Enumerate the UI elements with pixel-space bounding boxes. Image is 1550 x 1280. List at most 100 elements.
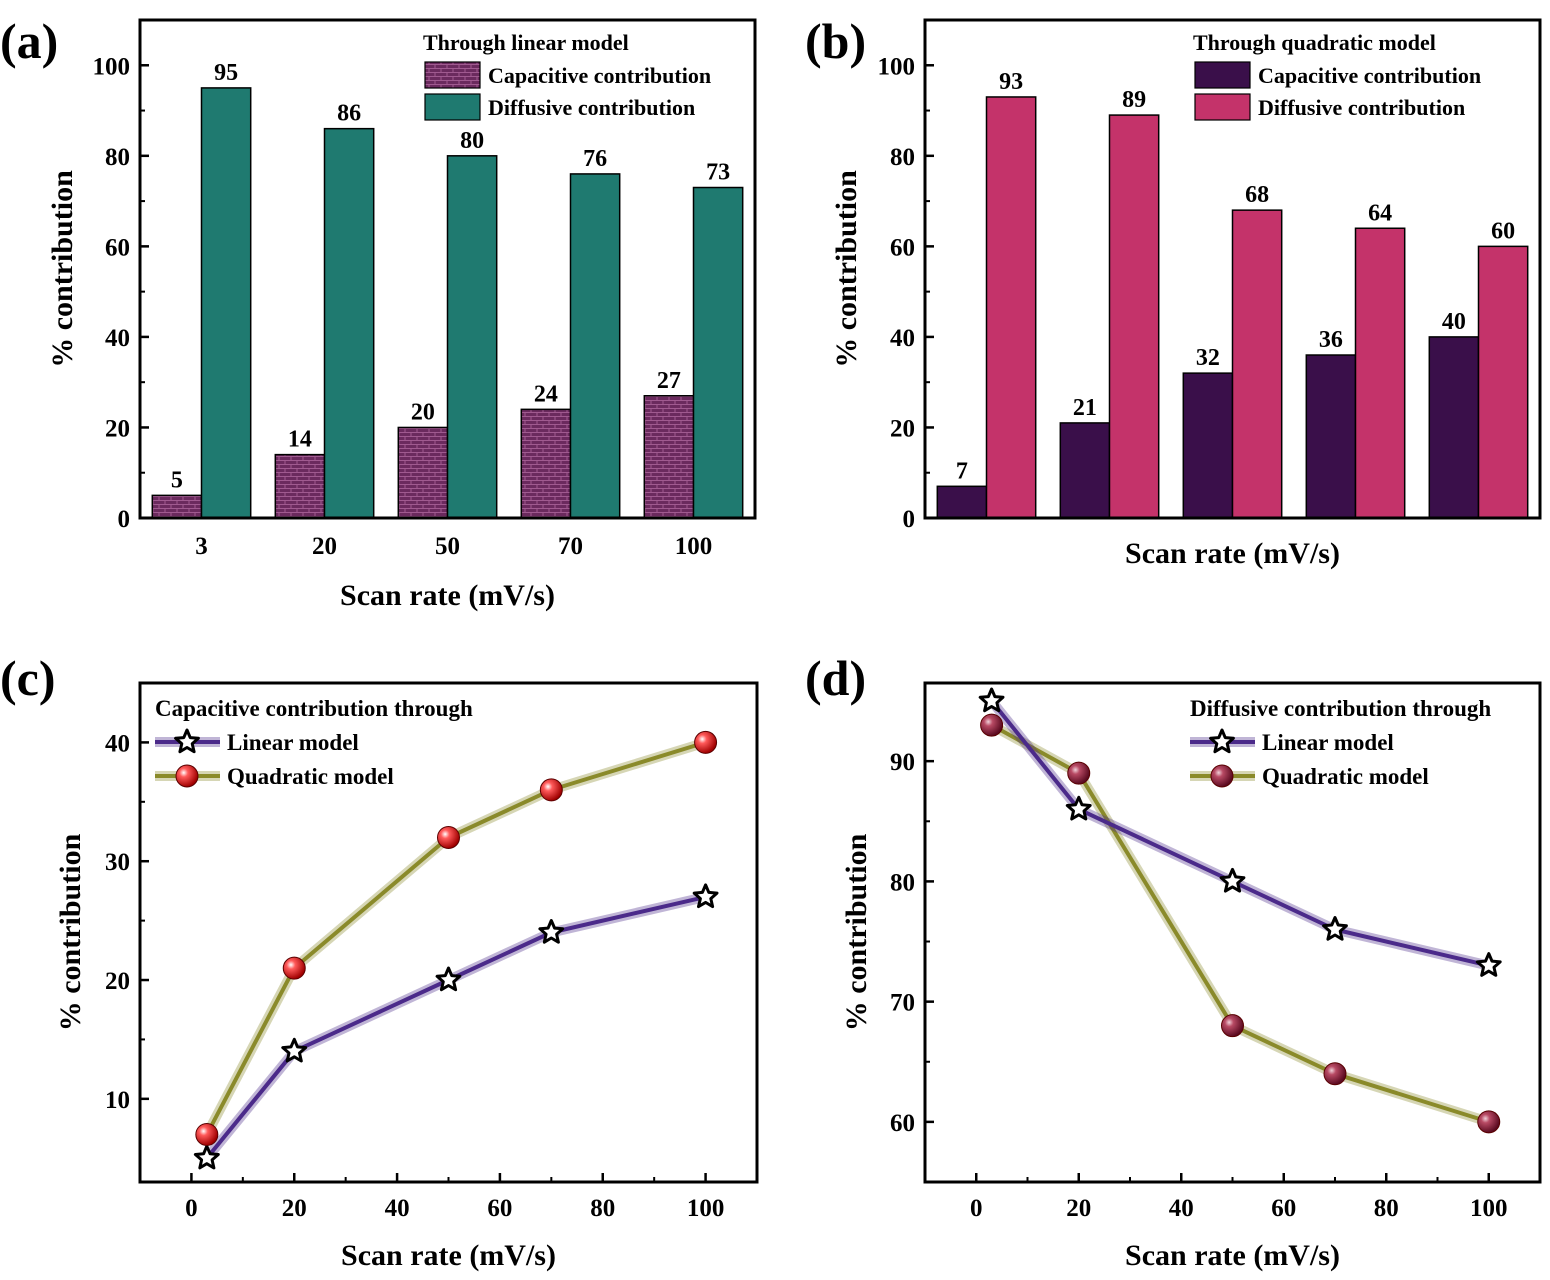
series-glow xyxy=(202,892,707,1162)
panel-c-chart: (c) Scan rate (mV/s) % contribution 10 20 30 4… xyxy=(0,650,759,1272)
y-tick-label: 80 xyxy=(890,869,915,896)
y-tick-label: 0 xyxy=(903,506,916,533)
data-point xyxy=(1067,761,1091,785)
data-label: 14 xyxy=(288,427,312,453)
bar-diffusive xyxy=(1354,227,1406,519)
data-point xyxy=(538,919,565,944)
x-tick-label: 40 xyxy=(385,1195,410,1222)
y-tick-label: 30 xyxy=(105,849,130,876)
legend-title: Capacitive contribution through xyxy=(155,696,473,721)
bar-capacitive xyxy=(643,395,695,519)
legend-title: Diffusive contribution through xyxy=(1190,696,1491,721)
y-tick-label: 20 xyxy=(105,415,130,442)
data-label: 80 xyxy=(460,128,484,154)
y-tick-label: 60 xyxy=(890,1110,915,1137)
data-label: 86 xyxy=(337,101,361,127)
x-tick-label: 60 xyxy=(1271,1195,1296,1222)
bar-diffusive xyxy=(692,186,744,519)
data-label: 95 xyxy=(214,60,238,86)
x-axis-label: Scan rate (mV/s) xyxy=(1125,1239,1340,1272)
legend-label: Quadratic model xyxy=(1262,764,1429,789)
x-tick-label: 20 xyxy=(1066,1195,1091,1222)
data-point xyxy=(1477,1110,1501,1134)
x-tick-label: 80 xyxy=(590,1195,615,1222)
legend-label: Linear model xyxy=(227,730,359,755)
x-tick-label: 100 xyxy=(687,1195,725,1222)
bar-diffusive xyxy=(446,155,498,519)
data-label: 93 xyxy=(999,69,1023,95)
bar-capacitive xyxy=(397,426,449,519)
bar-diffusive xyxy=(569,173,621,519)
series-line xyxy=(205,740,707,1136)
legend-title: Through linear model xyxy=(423,30,629,55)
data-label: 7 xyxy=(956,458,968,484)
bar-capacitive xyxy=(274,453,326,519)
y-tick-label: 60 xyxy=(890,234,915,261)
panel-a-chart: (a) Scan rate (mV/s) % contribution 0 20 40 60… xyxy=(0,13,757,612)
x-tick-label: 40 xyxy=(1169,1195,1194,1222)
data-point xyxy=(1219,867,1246,893)
y-tick-label: 100 xyxy=(93,53,131,80)
legend-marker xyxy=(1209,728,1235,754)
legend-swatch xyxy=(424,61,481,89)
bar-capacitive xyxy=(1305,354,1357,519)
x-axis-label: Scan rate (mV/s) xyxy=(1125,537,1340,570)
panel-label: (c) xyxy=(0,650,56,706)
data-label: 21 xyxy=(1073,395,1097,421)
data-point xyxy=(1475,952,1502,977)
y-tick-label: 40 xyxy=(105,325,130,352)
series-line xyxy=(205,894,707,1160)
bar-capacitive xyxy=(1182,372,1234,519)
y-tick-label: 90 xyxy=(890,749,915,776)
legend-label: Linear model xyxy=(1262,730,1394,755)
y-tick-label: 20 xyxy=(105,968,130,995)
data-point xyxy=(281,1037,308,1063)
y-tick-label: 10 xyxy=(105,1087,130,1114)
data-label: 40 xyxy=(1442,309,1466,335)
x-tick-label: 60 xyxy=(487,1195,512,1222)
data-point xyxy=(692,883,719,909)
data-label: 89 xyxy=(1122,87,1146,113)
y-tick-label: 80 xyxy=(890,144,915,171)
data-point xyxy=(694,730,718,754)
plot-frame xyxy=(138,18,757,520)
data-label: 36 xyxy=(1319,327,1343,353)
series-glow xyxy=(202,737,708,1137)
bar-capacitive xyxy=(936,485,988,519)
data-label: 68 xyxy=(1245,182,1269,208)
data-point xyxy=(980,713,1004,737)
y-axis-label: % contribution xyxy=(54,833,87,1031)
data-label: 32 xyxy=(1196,345,1220,371)
x-tick-label: 100 xyxy=(1470,1195,1508,1222)
legend-label: Capacitive contribution xyxy=(488,63,711,88)
data-point xyxy=(193,1144,220,1170)
panel-b-chart: (b) Scan rate (mV/s) % contribution 0 20 40 60… xyxy=(805,13,1542,570)
bar-diffusive xyxy=(1231,209,1283,519)
bar-capacitive xyxy=(1428,336,1480,519)
bar-diffusive xyxy=(1477,245,1529,519)
legend-swatch xyxy=(1194,93,1251,121)
legend-marker xyxy=(1210,764,1234,788)
data-label: 24 xyxy=(534,381,558,407)
legend-marker xyxy=(174,728,200,754)
data-label: 64 xyxy=(1368,200,1392,226)
y-tick-label: 20 xyxy=(890,415,915,442)
data-point xyxy=(1065,795,1092,821)
data-point xyxy=(978,687,1005,713)
legend-label: Diffusive contribution xyxy=(488,95,695,120)
x-tick-label: 3 xyxy=(195,533,208,560)
legend-label: Capacitive contribution xyxy=(1258,63,1481,88)
x-tick-label: 100 xyxy=(675,533,713,560)
x-axis-label: Scan rate (mV/s) xyxy=(341,1239,556,1272)
y-tick-label: 80 xyxy=(105,144,130,171)
y-axis-label: % contribution xyxy=(840,833,873,1031)
x-tick-label: 0 xyxy=(185,1195,198,1222)
y-tick-label: 70 xyxy=(890,990,915,1017)
legend-title: Through quadratic model xyxy=(1193,30,1436,55)
data-point xyxy=(1221,1014,1244,1038)
data-label: 5 xyxy=(171,467,183,493)
x-tick-label: 20 xyxy=(282,1195,307,1222)
data-label: 27 xyxy=(657,368,681,394)
x-tick-label: 80 xyxy=(1374,1195,1399,1222)
y-axis-label: % contribution xyxy=(46,170,79,368)
